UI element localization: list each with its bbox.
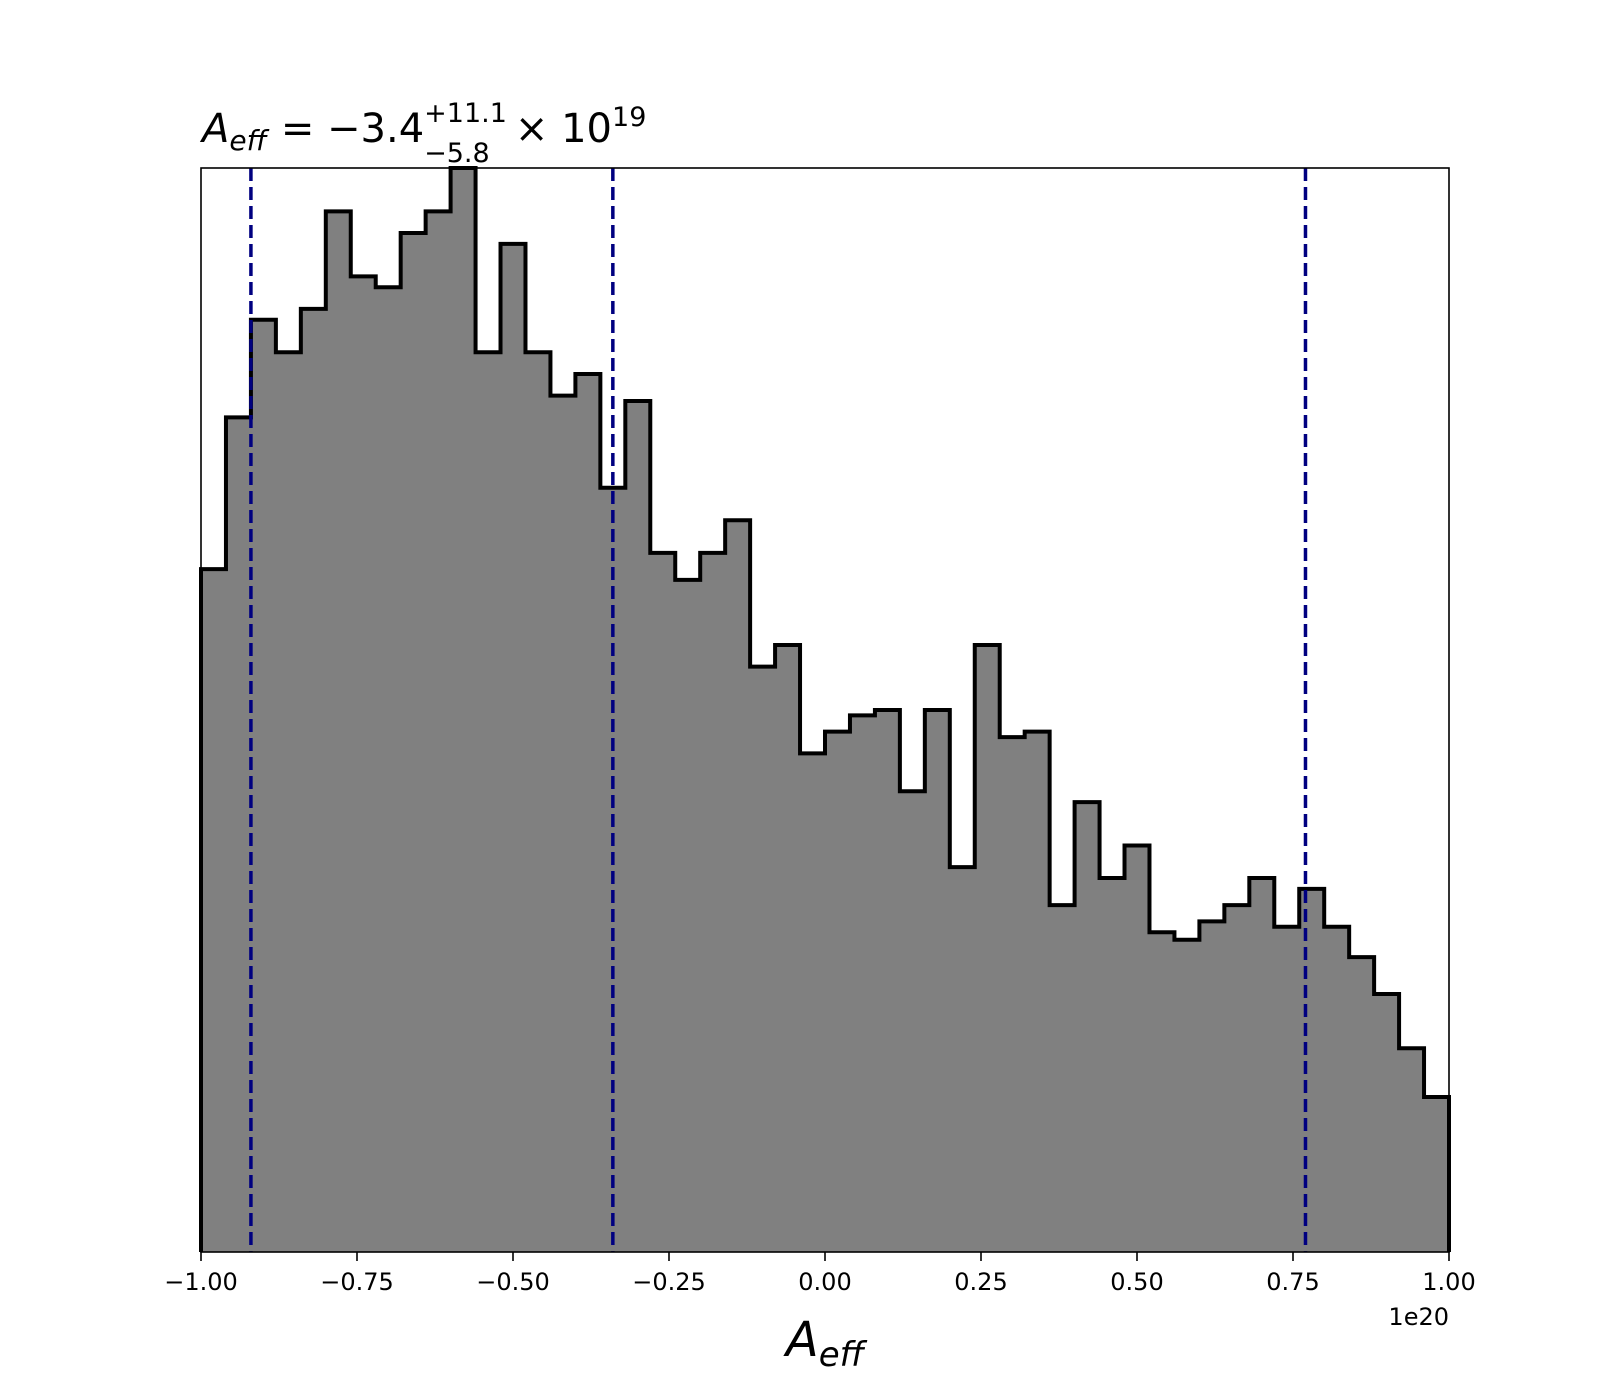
histogram-bar	[1024, 731, 1051, 1252]
histogram-bar	[725, 520, 751, 1252]
x-tick-label: −0.25	[632, 1268, 706, 1296]
histogram-bar	[1199, 921, 1225, 1252]
histogram-bar	[775, 644, 801, 1252]
histogram-bar	[899, 791, 926, 1252]
histogram-bar	[1174, 939, 1200, 1252]
x-tick-label: 0.75	[1266, 1268, 1319, 1296]
histogram-bar	[400, 233, 427, 1253]
histogram-bar	[974, 644, 1001, 1252]
x-axis-label-subscript: eff	[819, 1335, 868, 1375]
histogram-bar	[1099, 878, 1126, 1252]
histogram-bar	[800, 753, 826, 1252]
x-tick-label: −1.00	[164, 1268, 238, 1296]
histogram-bar	[1074, 802, 1101, 1252]
histogram-bar	[1224, 905, 1250, 1252]
histogram-bar	[325, 211, 352, 1253]
histogram-bar	[575, 373, 601, 1253]
histogram-bar	[1399, 1048, 1425, 1252]
histogram-bar	[1274, 926, 1300, 1252]
histogram-bar	[1424, 1096, 1450, 1252]
histogram-bar	[375, 287, 402, 1252]
histogram-bar	[700, 552, 726, 1252]
histogram-bar	[525, 352, 552, 1252]
x-axis-ticks: −1.00 −0.75 −0.50 −0.25 0.00 0.25 0.50 0.75 1.00	[164, 1252, 1476, 1296]
histogram-bar	[201, 569, 227, 1252]
histogram-bar	[1299, 888, 1325, 1252]
histogram-bar	[500, 243, 527, 1252]
histogram-bar	[825, 731, 851, 1252]
histogram-bar	[1124, 845, 1151, 1252]
histogram-bar	[949, 867, 976, 1252]
x-axis-label-symbol: A	[783, 1312, 819, 1368]
histogram-bar	[1049, 905, 1076, 1252]
title-exponent: 19	[612, 102, 646, 133]
histogram-bar	[350, 276, 377, 1252]
histogram-bar	[250, 319, 277, 1252]
histogram-bar	[550, 395, 576, 1252]
title-upper-error: +11.1	[424, 98, 507, 129]
title-symbol-subscript: eff	[229, 124, 269, 157]
x-axis-label: Aeff	[783, 1312, 868, 1375]
histogram-bar	[1149, 932, 1176, 1252]
x-tick-label: −0.50	[476, 1268, 550, 1296]
title-times-base: × 10	[515, 106, 612, 152]
histogram-layer	[199, 166, 1451, 1253]
histogram-bar	[625, 401, 651, 1252]
title-value: = −3.4	[281, 106, 424, 152]
histogram-outline	[199, 166, 1451, 1252]
histogram-bar	[750, 666, 776, 1252]
x-tick-label: 0.00	[798, 1268, 851, 1296]
histogram-bar	[1249, 878, 1275, 1252]
histogram-bar	[275, 352, 302, 1252]
histogram-bar	[300, 308, 327, 1252]
histogram-bar	[874, 710, 901, 1252]
histogram-bar	[1374, 994, 1400, 1252]
x-tick-label: 1.00	[1422, 1268, 1475, 1296]
x-tick-label: −0.75	[320, 1268, 394, 1296]
x-tick-label: 0.25	[954, 1268, 1007, 1296]
histogram-bar	[475, 352, 502, 1252]
x-axis-offset-label: 1e20	[1388, 1303, 1449, 1331]
title-lower-error: −5.8	[424, 138, 490, 169]
histogram-bar	[225, 417, 252, 1252]
histogram-bar	[1349, 957, 1375, 1252]
histogram-bar	[425, 211, 452, 1253]
histogram-bar	[1324, 926, 1350, 1252]
title-symbol: A	[199, 106, 229, 152]
x-tick-label: 0.50	[1110, 1268, 1163, 1296]
histogram-bar	[450, 168, 477, 1252]
histogram-bar	[924, 710, 951, 1252]
quantile-lines-layer	[249, 168, 1308, 1252]
histogram-bar	[999, 737, 1026, 1252]
chart-title: Aeff = −3.4+11.1 −5.8 × 1019	[199, 98, 646, 169]
histogram-bar	[849, 715, 876, 1252]
histogram-bar	[650, 552, 676, 1252]
histogram-bar	[675, 579, 701, 1252]
